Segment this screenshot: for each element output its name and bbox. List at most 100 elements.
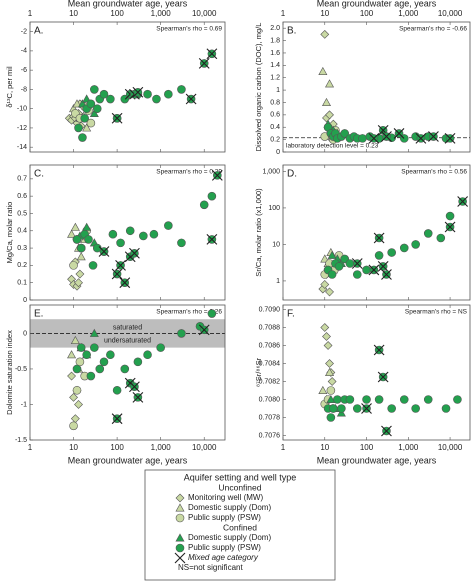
- circle-marker: [69, 421, 78, 431]
- x-tick-label: 1,000: [398, 9, 419, 18]
- y-tick-label: 0.3: [17, 245, 27, 252]
- diamond-marker: [74, 278, 83, 288]
- mixed-x: [185, 93, 197, 105]
- mixed-marker: [377, 371, 389, 383]
- mixed-marker: [457, 196, 469, 207]
- diamond-marker: [322, 332, 331, 341]
- circle-marker: [333, 395, 342, 404]
- circle-marker: [92, 104, 102, 113]
- mixed-marker: [98, 246, 110, 257]
- circle-marker: [411, 240, 420, 249]
- mixed-marker: [373, 232, 385, 244]
- mixed-x: [111, 112, 123, 124]
- diamond-marker: [70, 414, 80, 424]
- legend-x: [174, 552, 186, 564]
- circle-marker: [340, 129, 349, 138]
- y-tick-label: 1: [276, 87, 280, 94]
- y-tick-label: 0.7080: [259, 396, 281, 403]
- x-tick-label: 10: [69, 443, 78, 452]
- y-tick-label: 0.7076: [259, 432, 281, 439]
- mixed-x: [111, 268, 123, 280]
- mixed-marker: [132, 86, 144, 98]
- x-tick-label: 100: [110, 9, 124, 18]
- triangle-marker: [67, 229, 77, 238]
- x-tick-label: 10: [320, 443, 329, 452]
- mixed-x: [132, 86, 144, 98]
- mixed-x: [211, 169, 223, 181]
- circle-marker: [75, 357, 85, 367]
- triangle-marker: [326, 394, 336, 404]
- y-tick-label: 0.7082: [259, 378, 281, 385]
- y-axis-label: Mg/Ca, molar ratio: [5, 202, 14, 264]
- mixed-marker: [111, 112, 123, 124]
- triangle-marker: [76, 252, 86, 261]
- circle-marker: [175, 513, 185, 523]
- annotation: Spearman's rho = NS: [405, 309, 468, 316]
- mixed-marker: [444, 132, 456, 144]
- circle-marker: [152, 94, 161, 104]
- circle-marker: [423, 395, 433, 404]
- circle-marker: [399, 395, 409, 404]
- circle-marker: [436, 233, 446, 243]
- panel-label: D.: [287, 169, 297, 180]
- mixed-marker: [393, 128, 405, 139]
- triangle-marker: [89, 108, 99, 117]
- y-tick-label: 0.2: [17, 262, 27, 269]
- circle-marker: [326, 386, 336, 395]
- y-tick-label: 0.8: [270, 99, 280, 106]
- legend-label: Domestic supply (Dom): [188, 533, 271, 542]
- diamond-marker: [74, 400, 83, 409]
- circle-marker: [72, 385, 82, 395]
- circle-marker: [352, 404, 362, 413]
- y-tick-label: 0.1: [17, 280, 27, 287]
- circle-marker: [337, 404, 346, 413]
- y-tick-label: 1: [276, 278, 280, 285]
- mixed-marker: [115, 259, 126, 271]
- mixed-x: [132, 391, 144, 403]
- mixed-marker: [185, 93, 197, 105]
- x-tick-label: 10: [320, 9, 329, 18]
- y-tick-label: 0.4: [270, 124, 280, 131]
- mixed-x: [415, 132, 427, 144]
- plot-frame: [29, 164, 226, 301]
- y-tick-label: -10: [17, 106, 27, 113]
- circle-marker: [86, 371, 96, 381]
- y-tick-label: 2.0: [270, 25, 280, 32]
- x-tick-label: 10,000: [192, 443, 217, 452]
- y-tick-label: 1.4: [270, 62, 280, 69]
- circle-marker: [116, 238, 125, 248]
- band-label: saturated: [113, 324, 142, 331]
- circle-marker: [345, 259, 355, 268]
- annotation: Spearman's rho = -0.66: [399, 26, 467, 33]
- x-tick-label: 1,000: [151, 443, 172, 452]
- circle-marker: [86, 118, 96, 128]
- y-axis-label: ⁸⁷Sr/⁸⁶Sr: [254, 357, 263, 387]
- legend-title: Aquifer setting and well type: [184, 472, 297, 482]
- plot-frame: [29, 304, 226, 441]
- y-tick-label: -6: [21, 67, 27, 74]
- mixed-marker: [132, 391, 144, 403]
- mixed-x: [129, 381, 140, 393]
- circle-marker: [143, 89, 152, 99]
- mixed-marker: [368, 132, 380, 144]
- circle-marker: [95, 364, 105, 374]
- diamond-marker: [75, 269, 85, 279]
- y-tick-label: 0.2: [270, 136, 280, 143]
- mixed-marker: [129, 381, 140, 393]
- y-tick-label: 0: [23, 330, 27, 337]
- mixed-x: [373, 344, 385, 356]
- mixed-marker: [211, 169, 223, 181]
- legend-label: Public supply (PSW): [188, 543, 261, 552]
- mixed-marker: [119, 277, 131, 289]
- mixed-marker: [351, 258, 363, 269]
- circle-marker: [99, 357, 109, 367]
- circle-marker: [74, 123, 83, 133]
- circle-marker: [90, 85, 99, 94]
- y-tick-label: 0.7088: [259, 324, 281, 331]
- x-tick-label: 10: [69, 9, 78, 18]
- annotation: Spearman's rho = 0.26: [156, 309, 222, 316]
- circle-marker: [106, 350, 115, 360]
- mixed-marker: [415, 132, 427, 144]
- mixed-x: [444, 132, 456, 144]
